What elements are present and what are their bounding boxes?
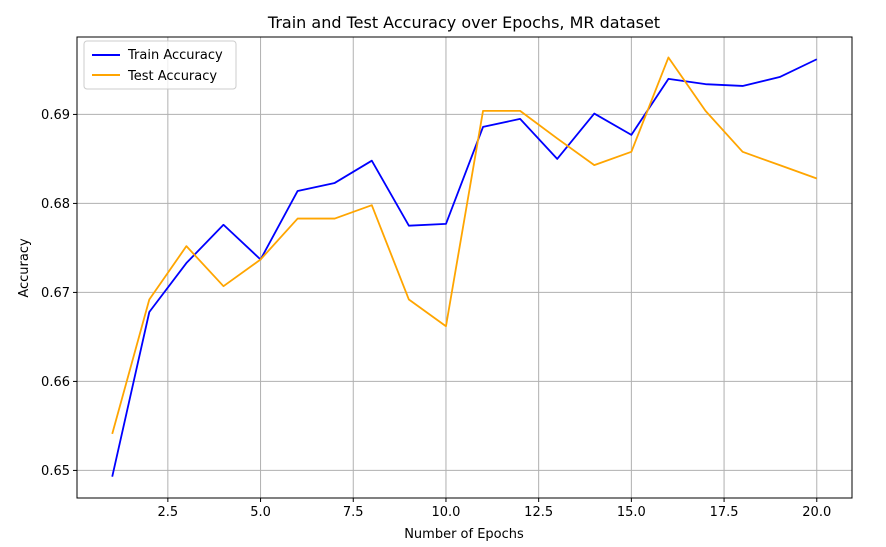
x-tick-label: 15.0 (617, 505, 646, 520)
x-axis-label: Number of Epochs (404, 527, 524, 542)
test-accuracy-line (111, 56, 818, 435)
x-tick-label: 17.5 (710, 505, 739, 520)
y-tick-label: 0.66 (41, 375, 70, 390)
y-tick-label: 0.68 (41, 197, 70, 212)
grid (77, 37, 852, 498)
y-axis-label: Accuracy (17, 238, 32, 298)
chart-title: Train and Test Accuracy over Epochs, MR … (267, 13, 660, 32)
y-tick-label: 0.65 (41, 464, 70, 479)
legend-label-test: Test Accuracy (127, 69, 217, 84)
x-tick-label: 20.0 (802, 505, 831, 520)
x-tick-label: 12.5 (524, 505, 553, 520)
series-lines (111, 56, 818, 477)
x-tick-label: 10.0 (431, 505, 460, 520)
plot-frame (76, 36, 853, 499)
legend: Train Accuracy Test Accuracy (83, 40, 237, 90)
x-tick-label: 2.5 (158, 505, 179, 520)
x-tick-label: 5.0 (250, 505, 271, 520)
legend-label-train: Train Accuracy (127, 48, 223, 63)
y-tick-label: 0.67 (41, 286, 70, 301)
train-accuracy-line (111, 58, 818, 477)
axis-ticks: 2.5 5.0 7.5 10.0 12.5 15.0 17.5 20.0 0.65 0.66 0.6… (41, 108, 831, 520)
x-tick-label: 7.5 (343, 505, 364, 520)
y-tick-label: 0.69 (41, 108, 70, 123)
legend-box (83, 40, 237, 90)
